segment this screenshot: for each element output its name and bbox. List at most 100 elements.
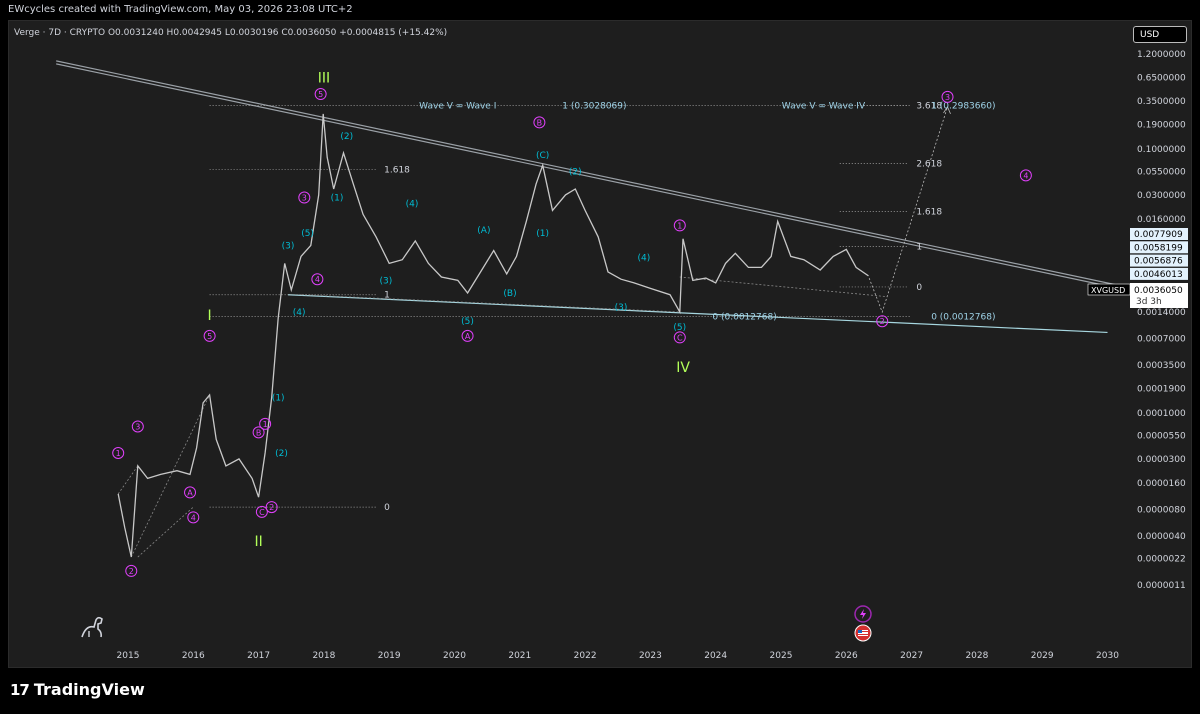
wave-label: C	[677, 333, 683, 342]
x-tick-label: 2021	[508, 651, 531, 661]
fib-level-label: 0	[916, 283, 922, 293]
projection-arrowhead	[943, 106, 951, 115]
x-tick-label: 2028	[965, 651, 988, 661]
us-flag-icon[interactable]	[854, 624, 872, 642]
wave-circle	[184, 486, 197, 499]
wave-label: 1	[677, 221, 682, 230]
x-tick-label: 2030	[1096, 651, 1119, 661]
wave-label: 4	[315, 275, 320, 284]
wave-label: 3	[135, 423, 140, 432]
price-badge-bg	[1130, 267, 1188, 280]
wave-circle	[125, 564, 138, 577]
wave-circle	[1019, 169, 1032, 182]
channel-line-upper	[56, 63, 1141, 294]
wave-label: (5)	[673, 323, 686, 333]
axes-layer: 1.2000000 0.6500000 0.3500000 0.1900000 0.10…	[117, 50, 1186, 661]
x-tick-label: 2024	[704, 651, 727, 661]
wave-label: B	[256, 428, 262, 437]
y-tick-label: 0.0007000	[1137, 335, 1186, 345]
wave-label: (2)	[569, 168, 582, 178]
x-tick-label: 2015	[117, 651, 140, 661]
wave-label: (4)	[293, 308, 306, 318]
icons-layer	[81, 605, 872, 642]
wave-label: (C)	[536, 151, 549, 161]
wave-label: 4	[191, 513, 196, 522]
price-badge-label: 0.0077909	[1134, 230, 1183, 240]
x-tick-label: 2016	[182, 651, 205, 661]
wave-label: II	[254, 534, 262, 550]
annotation-text: Wave V = Wave IV	[782, 102, 866, 112]
wave-label: A	[465, 332, 471, 341]
x-tick-label: 2020	[443, 651, 466, 661]
footer-bar	[0, 668, 1200, 714]
chart-pane[interactable]	[8, 20, 1192, 668]
wave-label: 1	[116, 449, 121, 458]
y-tick-label: 0.0550000	[1137, 168, 1186, 178]
wave-label: B	[537, 118, 543, 127]
credit-text: EWcycles created with TradingView.com, M…	[8, 4, 353, 15]
wave-circle	[314, 88, 327, 101]
wave-label: (2)	[275, 449, 288, 459]
wave-circle	[461, 329, 474, 342]
price-badge-bg	[1130, 228, 1188, 240]
wave-label: (2)	[340, 132, 353, 142]
fib-level-label: 1	[916, 242, 922, 252]
y-tick-label: 0.0000160	[1137, 479, 1186, 489]
wave-circle	[673, 219, 686, 232]
x-tick-label: 2026	[835, 651, 858, 661]
wave-label: (B)	[503, 289, 516, 299]
guide-line	[117, 465, 139, 495]
labels-layer: 1.618 1 0 3.618 2.618 1.618 1 0 Wave V = Wave I 1…	[112, 70, 1032, 577]
y-tick-label: 0.0000040	[1137, 532, 1186, 542]
guide-line	[679, 276, 886, 297]
y-tick-label: 0.0160000	[1137, 215, 1186, 225]
x-tick-label: 2023	[639, 651, 662, 661]
channel-line-upper	[56, 60, 1141, 291]
wave-label: III	[318, 70, 330, 86]
wave-label: 1	[263, 420, 268, 429]
x-tick-label: 2017	[247, 651, 270, 661]
guide-line	[137, 506, 194, 558]
y-tick-label: 0.0000080	[1137, 505, 1186, 515]
wave-label: 2	[880, 317, 885, 326]
wave-label: (5)	[301, 229, 314, 239]
wave-circle	[311, 273, 324, 286]
wave-label: 5	[207, 332, 212, 341]
wave-circle	[265, 501, 278, 514]
price-badge-label: 0.0058199	[1134, 243, 1183, 253]
fib-level-label: 3.618	[916, 102, 942, 112]
wave-label: 4	[1023, 171, 1028, 180]
annotation-text: 0 (0.0012768)	[931, 312, 995, 322]
currency-button[interactable]: USD	[1133, 26, 1187, 43]
y-tick-label: 0.0001000	[1137, 409, 1186, 419]
wave-label: (1)	[331, 194, 344, 204]
wave-circle	[255, 505, 268, 518]
annotation-text: 1 (0.3028069)	[562, 102, 626, 112]
wave-label: (3)	[380, 276, 393, 286]
wave-label: (1)	[272, 393, 285, 403]
fib-level-label: 2.618	[916, 160, 942, 170]
x-tick-label: 2029	[1031, 651, 1054, 661]
price-badges-layer: 0.0077909 0.0058199 0.0056876 0.0046013 XVGU…	[1087, 228, 1188, 308]
wave-circle	[298, 191, 311, 204]
wave-circle	[941, 90, 954, 103]
y-tick-label: 0.1000000	[1137, 145, 1186, 155]
wave-circle	[673, 331, 686, 344]
projection-path	[868, 106, 948, 314]
wave-label: (3)	[615, 303, 628, 313]
x-tick-label: 2027	[900, 651, 923, 661]
price-layer	[117, 113, 869, 558]
wave-label: 5	[318, 90, 323, 99]
header-bar: EWcycles created with TradingView.com, M…	[0, 0, 1200, 20]
wave-circle	[259, 417, 272, 430]
wave-label: C	[259, 508, 265, 517]
annotation-text: 0 (0.0012768)	[712, 312, 776, 322]
lightning-icon[interactable]	[854, 605, 872, 623]
wave-label: 3	[302, 194, 307, 203]
y-tick-label: 0.0014000	[1137, 308, 1186, 318]
wave-circle	[112, 447, 125, 459]
tradingview-logo[interactable]: 17 TradingView	[10, 680, 145, 699]
channel-line-lower	[287, 294, 1108, 334]
